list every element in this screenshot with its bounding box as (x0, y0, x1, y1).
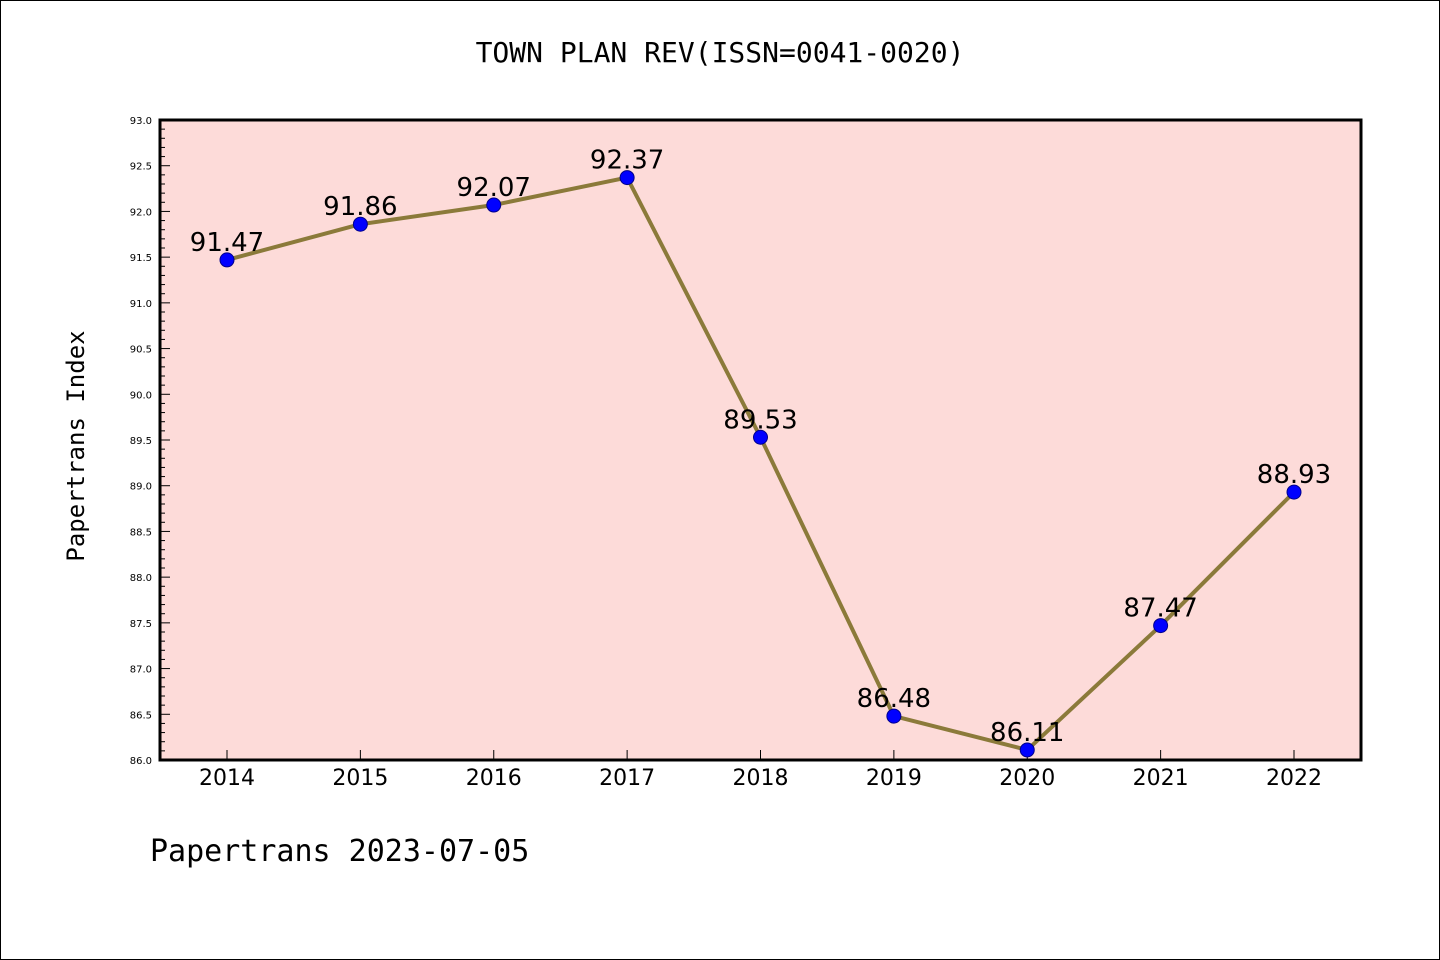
x-tick-label: 2014 (199, 766, 255, 791)
y-tick-label: 87.0 (130, 665, 152, 676)
x-tick-label: 2019 (866, 766, 922, 791)
data-labels: 91.47 91.86 92.07 92.37 89.53 86.48 86.11 87.47… (190, 146, 1331, 748)
y-tick-label: 92.5 (130, 162, 152, 173)
x-axis-ticks: 2014 2015 2016 2017 2018 2019 2020 2021 2022 (199, 750, 1322, 791)
data-point (619, 170, 635, 186)
y-tick-label: 86.0 (130, 756, 152, 767)
data-point (486, 197, 502, 213)
data-point (1019, 742, 1035, 758)
data-point (352, 216, 368, 232)
data-point (1286, 484, 1302, 500)
footer-note: Papertrans 2023-07-05 (150, 834, 530, 869)
y-tick-label: 93.0 (130, 116, 152, 127)
data-label: 92.37 (590, 146, 664, 176)
y-tick-label: 89.0 (130, 482, 152, 493)
y-tick-label: 90.0 (130, 390, 152, 401)
x-tick-label: 2016 (466, 766, 522, 791)
x-tick-label: 2015 (332, 766, 388, 791)
data-point (219, 252, 235, 268)
y-tick-label: 87.5 (130, 619, 152, 630)
x-tick-label: 2018 (733, 766, 789, 791)
y-tick-label: 88.0 (130, 573, 152, 584)
y-tick-label: 91.0 (130, 299, 152, 310)
y-tick-label: 89.5 (130, 436, 152, 447)
y-tick-label: 86.5 (130, 710, 152, 721)
data-label: 88.93 (1257, 460, 1331, 490)
data-point (1153, 618, 1169, 634)
y-axis-ticks: 86.0 86.5 87.0 87.5 88.0 88.5 89.0 89.5 90.0 90.5… (130, 116, 170, 767)
chart-title: TOWN PLAN REV(ISSN=0041-0020) (475, 36, 965, 69)
y-tick-label: 91.5 (130, 253, 152, 264)
data-label: 86.48 (857, 684, 931, 714)
y-tick-label: 90.5 (130, 345, 152, 356)
x-tick-label: 2021 (1133, 766, 1189, 791)
data-point (753, 429, 768, 445)
data-label: 89.53 (723, 405, 797, 435)
data-point (886, 708, 902, 724)
y-tick-label: 92.0 (130, 207, 152, 218)
y-axis-label: Papertrans Index (62, 330, 90, 561)
x-tick-label: 2022 (1266, 766, 1322, 791)
data-label: 86.11 (990, 718, 1064, 748)
data-label: 92.07 (457, 173, 531, 203)
x-tick-label: 2020 (999, 766, 1055, 791)
y-tick-label: 88.5 (130, 527, 152, 538)
data-label: 91.47 (190, 228, 264, 258)
x-tick-label: 2017 (599, 766, 655, 791)
data-label: 87.47 (1123, 594, 1197, 624)
data-points (219, 170, 1302, 758)
data-label: 91.86 (323, 192, 397, 222)
